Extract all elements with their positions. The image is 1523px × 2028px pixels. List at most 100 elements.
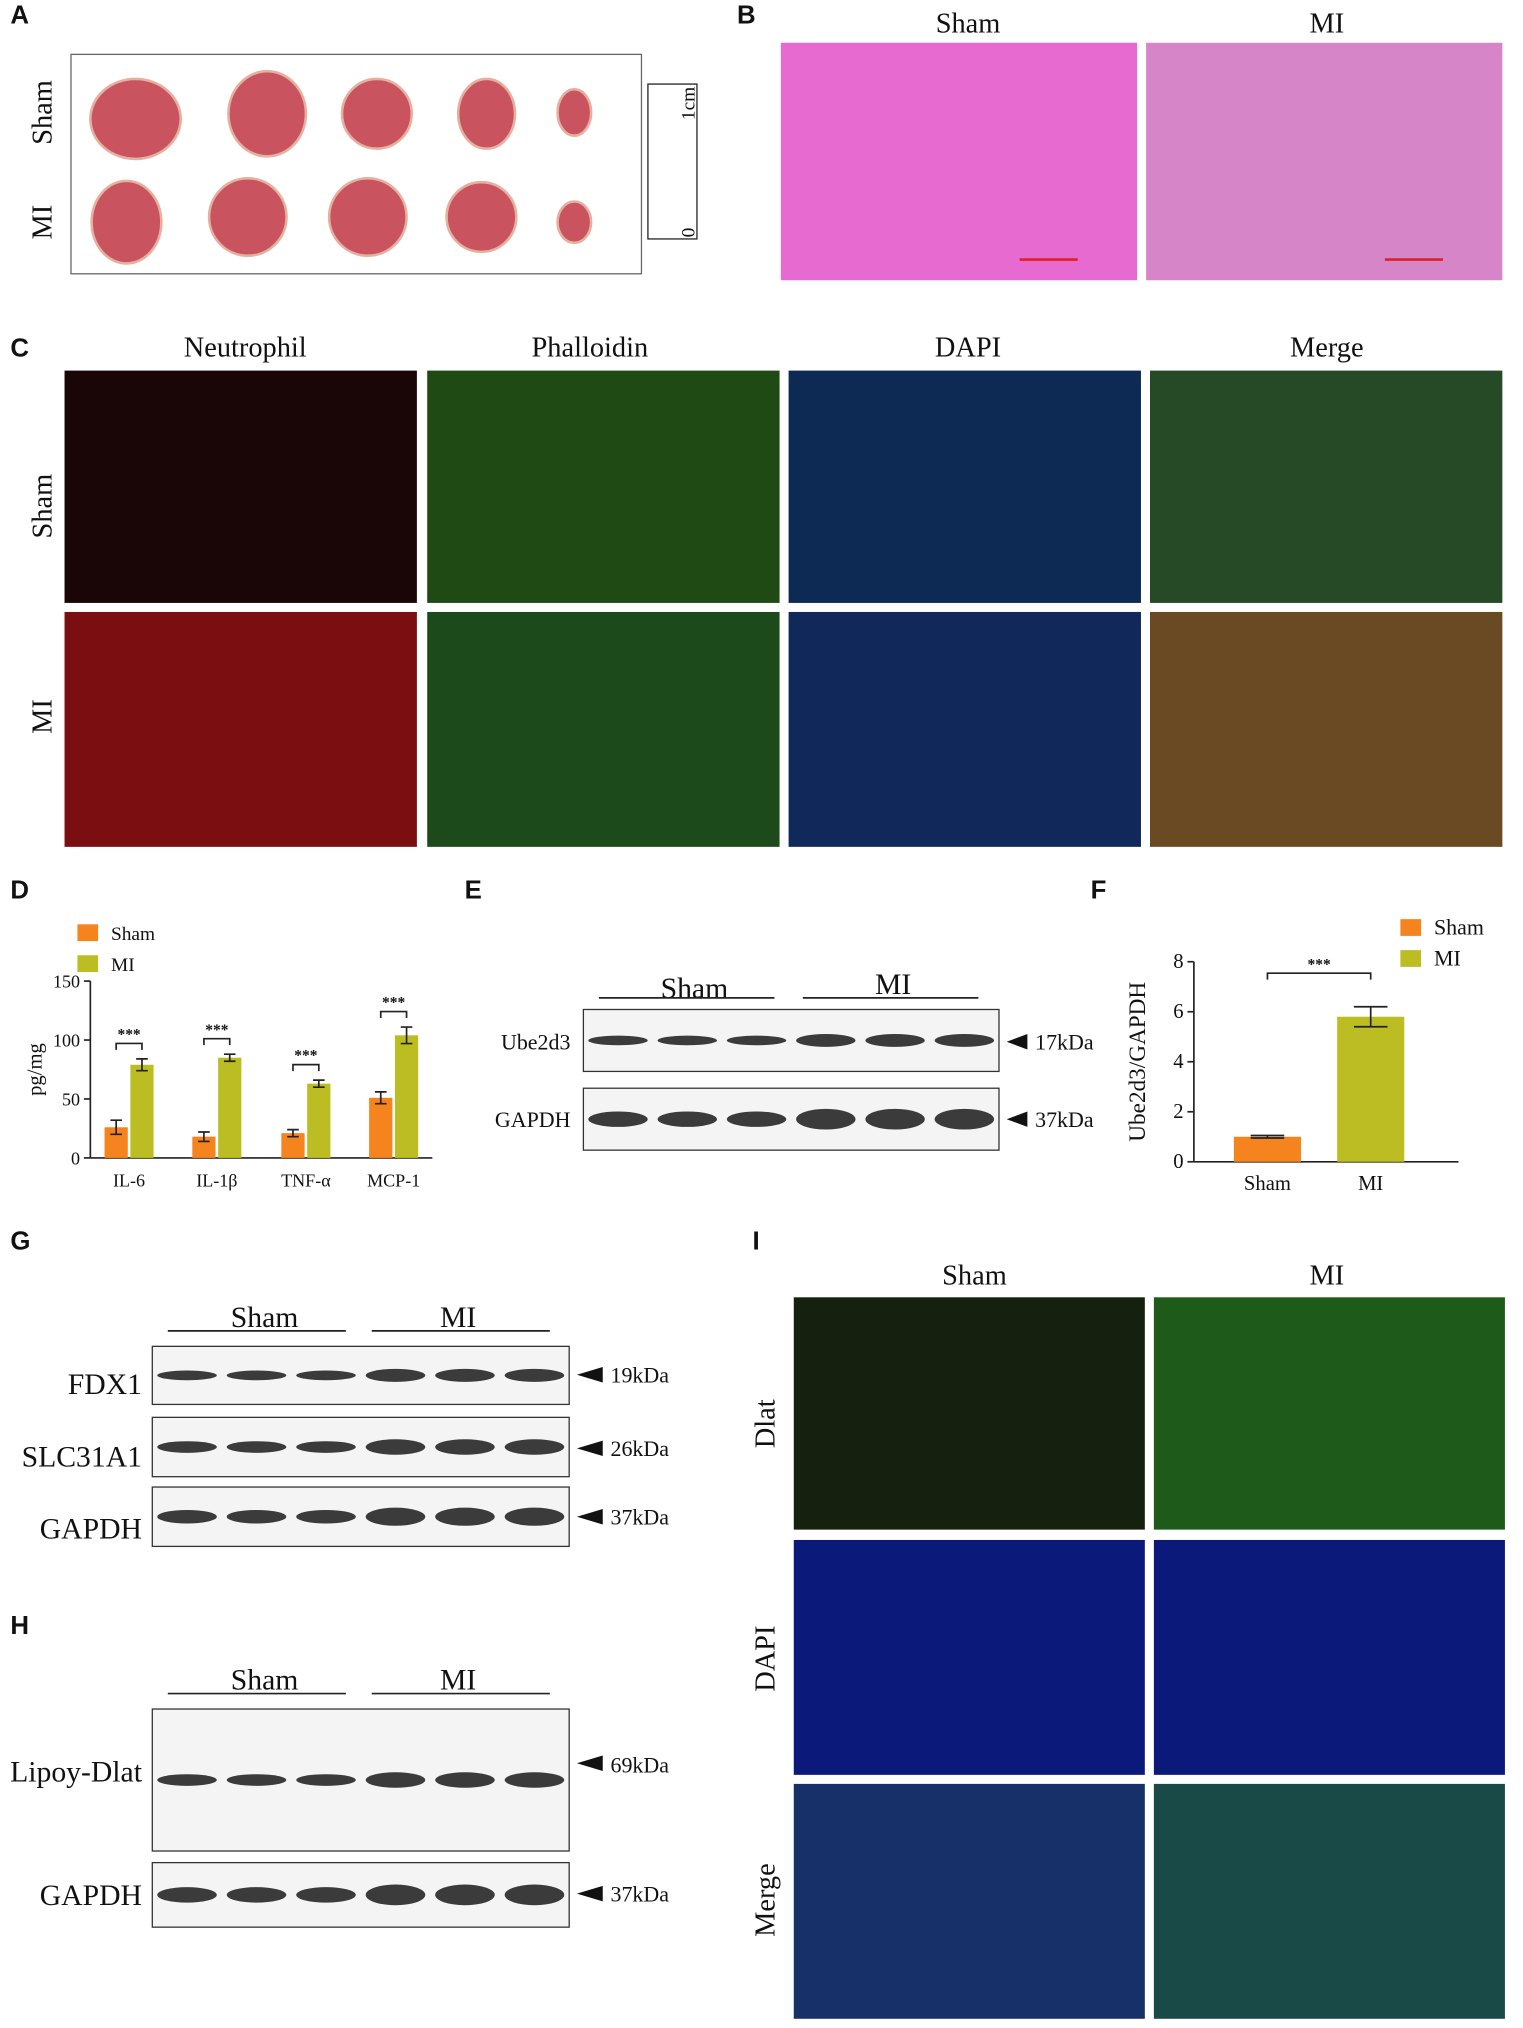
- panel-b: Sham MI: [780, 8, 1503, 281]
- bar: [1233, 1136, 1302, 1162]
- x-tick-label: IL-6: [113, 1170, 145, 1190]
- band: [934, 1034, 995, 1047]
- band: [226, 1887, 287, 1903]
- significance-bracket: [115, 1042, 143, 1050]
- blot-label: GAPDH: [495, 1107, 571, 1132]
- band: [657, 1035, 717, 1046]
- legend-label: Sham: [1434, 915, 1484, 940]
- band: [157, 1509, 217, 1524]
- column-label: Phalloidin: [532, 332, 649, 363]
- panel-letter: D: [10, 876, 29, 904]
- group-label: Sham: [661, 973, 729, 1005]
- error-bar: [287, 1128, 299, 1138]
- band: [504, 1884, 565, 1906]
- group-label: MI: [440, 1302, 476, 1334]
- band: [726, 1111, 787, 1127]
- significance-label: ***: [294, 1048, 317, 1065]
- size-label: 37kDa: [610, 1881, 669, 1906]
- significance-label: ***: [205, 1022, 228, 1039]
- blot-label: GAPDH: [40, 1514, 142, 1546]
- band: [365, 1368, 426, 1382]
- panel-letter: C: [10, 334, 29, 362]
- band: [726, 1035, 787, 1046]
- micrograph: [780, 42, 1138, 281]
- column-label: MI: [1309, 1260, 1344, 1291]
- row-label: MI: [28, 205, 59, 240]
- band: [657, 1111, 717, 1127]
- size-label: 26kDa: [610, 1436, 669, 1461]
- error-bar: [223, 1053, 236, 1063]
- panel-letter: I: [752, 1228, 759, 1256]
- band: [226, 1509, 287, 1524]
- band: [157, 1887, 217, 1903]
- group-label: Sham: [231, 1302, 299, 1334]
- legend-swatch: [77, 955, 99, 973]
- band: [157, 1441, 217, 1453]
- column-label: DAPI: [935, 332, 1001, 363]
- error-bar: [198, 1131, 210, 1143]
- blot: [582, 1008, 1000, 1073]
- y-tick-label: 6: [1173, 1001, 1183, 1023]
- band: [365, 1884, 426, 1906]
- band: [435, 1884, 495, 1906]
- band: [296, 1887, 356, 1903]
- legend-label: Sham: [111, 924, 155, 945]
- panel-i: Sham MI Dlat DAPI Merge: [750, 1260, 1505, 2019]
- blot: [151, 1345, 570, 1406]
- bar: [281, 1133, 305, 1158]
- band: [504, 1772, 565, 1788]
- panel-e: Sham MI Ube2d3 GAPDH 17kDa 37kDa: [495, 969, 1094, 1151]
- band: [435, 1368, 495, 1382]
- band: [226, 1774, 287, 1786]
- band: [435, 1439, 495, 1455]
- micrograph: [1146, 42, 1503, 281]
- y-axis-label: pg/mg: [24, 1043, 46, 1096]
- significance-bracket: [1266, 972, 1372, 980]
- bar: [394, 1035, 419, 1158]
- x-tick-label: Sham: [1244, 1173, 1291, 1195]
- band: [796, 1034, 856, 1047]
- y-tick-label: 8: [1173, 951, 1183, 973]
- x-tick-label: MCP-1: [367, 1170, 420, 1190]
- band: [296, 1774, 356, 1786]
- band: [435, 1772, 495, 1788]
- blot: [151, 1861, 570, 1928]
- y-tick-label: 100: [53, 1030, 80, 1050]
- ruler-label: 0: [678, 228, 699, 238]
- panel-a: Sham MI 1cm 0: [28, 53, 699, 275]
- group-label: Sham: [231, 1665, 299, 1697]
- panel-letter: A: [10, 1, 29, 29]
- band: [226, 1441, 287, 1453]
- significance-label: ***: [1307, 956, 1330, 973]
- error-bar: [1353, 1005, 1388, 1028]
- blot-label: FDX1: [68, 1369, 142, 1401]
- legend-swatch: [1400, 950, 1422, 967]
- error-bar: [374, 1091, 387, 1105]
- y-tick-label: 0: [71, 1148, 80, 1168]
- size-label: 37kDa: [610, 1504, 669, 1529]
- band: [504, 1507, 565, 1526]
- size-label: 37kDa: [1035, 1107, 1094, 1132]
- band: [365, 1439, 426, 1455]
- y-tick-label: 2: [1173, 1101, 1183, 1123]
- band: [296, 1441, 356, 1453]
- bar: [218, 1057, 242, 1158]
- y-tick-label: 4: [1173, 1051, 1183, 1073]
- panel-letter: E: [465, 876, 482, 904]
- y-tick-label: 50: [62, 1089, 80, 1109]
- band: [365, 1507, 426, 1526]
- bar: [369, 1097, 393, 1158]
- band: [365, 1772, 426, 1788]
- panel-g: Sham MI FDX1 SLC31A1 GAPDH 19kDa 26kDa 3…: [22, 1302, 669, 1548]
- size-label: 69kDa: [610, 1752, 669, 1777]
- x-tick-label: TNF-α: [281, 1170, 331, 1190]
- significance-bracket: [203, 1037, 231, 1046]
- error-bar: [1250, 1134, 1285, 1139]
- error-bar: [110, 1119, 122, 1136]
- x-tick-label: MI: [1358, 1173, 1383, 1195]
- row-label: Sham: [28, 80, 59, 145]
- blot: [151, 1486, 570, 1548]
- column-label: Merge: [1290, 332, 1364, 363]
- panel-letter: F: [1091, 876, 1107, 904]
